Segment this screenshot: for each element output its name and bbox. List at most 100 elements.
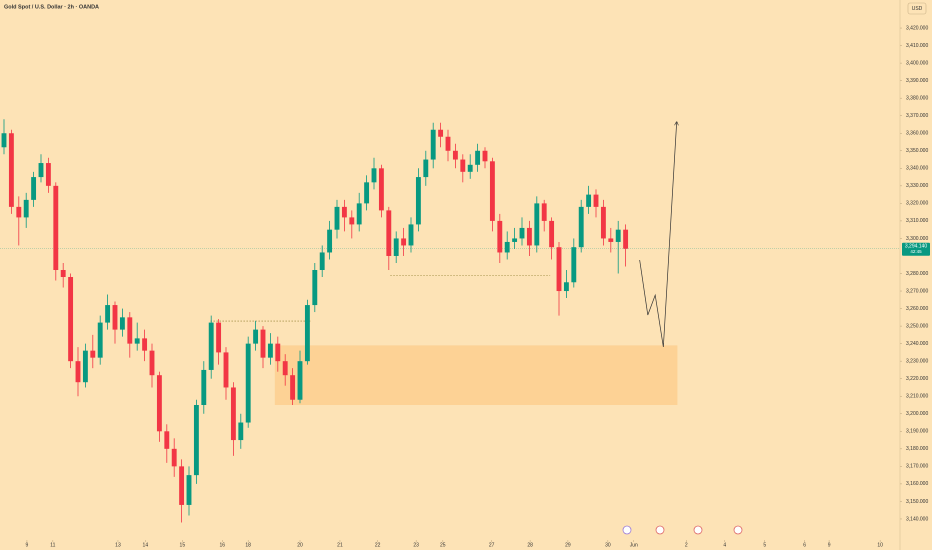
candle bbox=[186, 466, 192, 516]
event-icon[interactable] bbox=[655, 525, 665, 535]
event-icon[interactable] bbox=[733, 525, 743, 535]
candle-body bbox=[600, 206, 606, 239]
y-tick-label: 3,170.000 bbox=[906, 464, 928, 470]
candle-body bbox=[430, 129, 436, 160]
y-tick-label: 3,400.000 bbox=[906, 60, 928, 66]
candle bbox=[119, 308, 125, 337]
candle-body bbox=[105, 305, 111, 323]
candle bbox=[304, 299, 310, 365]
currency-button[interactable] bbox=[907, 2, 927, 15]
candle-body bbox=[378, 168, 384, 211]
candle-body bbox=[171, 448, 177, 467]
candle bbox=[156, 371, 162, 442]
x-tick-label: 15 bbox=[180, 542, 186, 548]
candle-body bbox=[526, 227, 532, 246]
candle bbox=[97, 315, 103, 365]
candle bbox=[327, 220, 333, 260]
candle bbox=[275, 336, 281, 372]
candle bbox=[438, 122, 444, 148]
candle-body bbox=[423, 159, 429, 178]
y-tick-label: 3,310.000 bbox=[906, 218, 928, 224]
candle bbox=[45, 157, 51, 193]
y-tick-label: 3,360.000 bbox=[906, 131, 928, 137]
candle bbox=[1, 119, 7, 155]
candle-body bbox=[623, 229, 629, 249]
candle bbox=[290, 368, 296, 405]
candle bbox=[408, 217, 414, 253]
candle-body bbox=[156, 375, 162, 432]
candle-body bbox=[179, 466, 185, 505]
price-tag-label: 3,294.140 bbox=[905, 244, 927, 250]
y-tick-label: 3,420.000 bbox=[906, 25, 928, 31]
candle-body bbox=[438, 129, 444, 137]
x-tick-label: 13 bbox=[115, 542, 121, 548]
candle-body bbox=[112, 305, 118, 330]
event-icon[interactable] bbox=[622, 525, 632, 535]
candle bbox=[593, 189, 599, 218]
candle-body bbox=[497, 220, 503, 253]
candle bbox=[364, 175, 370, 211]
candle-body bbox=[615, 229, 621, 242]
candle bbox=[260, 326, 266, 369]
candle bbox=[193, 399, 199, 484]
candle bbox=[349, 210, 355, 239]
candle-body bbox=[97, 322, 103, 358]
candle bbox=[430, 122, 436, 169]
candle bbox=[282, 354, 288, 386]
currency-label[interactable]: USD bbox=[912, 6, 923, 12]
candle bbox=[578, 199, 584, 253]
candle bbox=[541, 199, 547, 232]
x-tick-label: 21 bbox=[337, 542, 343, 548]
candle-body bbox=[504, 241, 510, 253]
x-tick-label: 28 bbox=[527, 542, 533, 548]
candle bbox=[312, 262, 318, 313]
y-tick-label: 3,330.000 bbox=[906, 183, 928, 189]
x-tick-label: 29 bbox=[565, 542, 571, 548]
candle-body bbox=[460, 159, 466, 172]
candle bbox=[171, 438, 177, 477]
candle-body bbox=[341, 206, 347, 218]
y-tick-label: 3,270.000 bbox=[906, 288, 928, 294]
y-tick-label: 3,390.000 bbox=[906, 78, 928, 84]
candle bbox=[526, 220, 532, 256]
candle bbox=[319, 245, 325, 278]
y-tick-label: 3,180.000 bbox=[906, 446, 928, 452]
candle bbox=[549, 217, 555, 260]
candle bbox=[75, 347, 81, 397]
candle-body bbox=[8, 133, 14, 207]
candle-body bbox=[282, 361, 288, 376]
candle bbox=[556, 241, 562, 316]
candle-body bbox=[489, 161, 495, 221]
y-tick-label: 3,150.000 bbox=[906, 499, 928, 505]
x-tick-label: 27 bbox=[489, 542, 495, 548]
y-tick-label: 3,250.000 bbox=[906, 323, 928, 329]
candle-body bbox=[38, 163, 44, 178]
candle bbox=[356, 192, 362, 232]
candle bbox=[82, 343, 88, 388]
candle bbox=[201, 361, 207, 414]
candle-body bbox=[349, 217, 355, 225]
x-tick-label: 4 bbox=[723, 542, 726, 548]
candle-body bbox=[208, 322, 214, 370]
candle-body bbox=[356, 203, 362, 225]
candle bbox=[452, 143, 458, 169]
x-tick-label: 2 bbox=[685, 542, 688, 548]
candle-body bbox=[563, 282, 569, 292]
candle bbox=[571, 238, 577, 288]
candle-body bbox=[304, 305, 310, 362]
x-tick-label: Jun bbox=[630, 542, 638, 548]
candle-body bbox=[571, 247, 577, 283]
x-tick-label: 25 bbox=[440, 542, 446, 548]
event-icon[interactable] bbox=[693, 525, 703, 535]
y-tick-label: 3,190.000 bbox=[906, 429, 928, 435]
candle bbox=[401, 227, 407, 256]
candle-body bbox=[319, 252, 325, 270]
x-tick-label: 9 bbox=[828, 542, 831, 548]
candle-body bbox=[386, 210, 392, 256]
candle-body bbox=[149, 350, 155, 376]
candle bbox=[371, 157, 377, 190]
x-tick-label: 5 bbox=[763, 542, 766, 548]
y-tick-label: 3,200.000 bbox=[906, 411, 928, 417]
